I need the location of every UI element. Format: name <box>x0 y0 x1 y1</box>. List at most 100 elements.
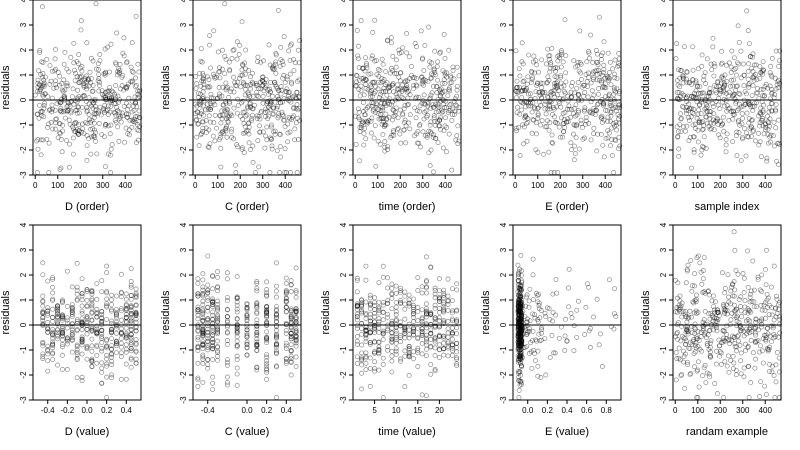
data-point <box>454 93 460 99</box>
data-point <box>695 359 701 365</box>
data-point <box>604 75 610 81</box>
data-point <box>402 120 408 125</box>
data-point <box>76 131 82 137</box>
data-point <box>203 117 209 123</box>
data-point <box>571 122 577 128</box>
data-point <box>91 100 97 106</box>
data-point <box>114 30 120 36</box>
x-axis-title: sample index <box>695 201 760 213</box>
data-point <box>359 76 365 81</box>
data-point <box>67 104 73 109</box>
data-point <box>767 70 773 76</box>
data-point <box>40 351 46 357</box>
x-tick-label: 200 <box>714 406 728 415</box>
data-point <box>295 137 301 142</box>
data-point <box>262 85 268 91</box>
data-point <box>96 110 102 116</box>
data-point <box>363 360 369 366</box>
data-point <box>227 89 233 95</box>
data-point <box>197 91 203 97</box>
data-point <box>257 123 262 129</box>
data-point <box>60 352 65 358</box>
data-point <box>113 100 118 106</box>
data-point <box>356 65 362 71</box>
data-point <box>449 298 455 304</box>
data-point <box>417 121 423 127</box>
data-point <box>98 112 104 118</box>
y-tick-label: -3 <box>499 396 508 404</box>
data-point <box>278 84 284 89</box>
data-point <box>524 120 529 126</box>
data-point <box>577 28 583 34</box>
data-point <box>437 118 443 123</box>
data-point <box>93 111 99 116</box>
data-point <box>546 149 552 155</box>
data-point <box>245 90 251 96</box>
data-point <box>516 395 522 400</box>
data-point <box>683 128 688 134</box>
data-point <box>74 260 80 266</box>
data-point <box>63 108 69 114</box>
data-point <box>456 108 462 114</box>
data-point <box>104 263 110 269</box>
data-point <box>40 260 46 266</box>
data-point <box>199 59 205 65</box>
y-axis-title: residuals <box>0 65 12 110</box>
data-point <box>116 113 122 119</box>
data-point <box>433 72 439 78</box>
data-point <box>76 131 82 137</box>
data-point <box>101 105 107 111</box>
data-point <box>72 129 78 134</box>
data-point <box>223 56 229 62</box>
data-point <box>710 35 716 41</box>
data-point <box>562 348 568 353</box>
data-point <box>38 137 44 143</box>
data-point <box>368 71 374 77</box>
data-point <box>272 128 278 134</box>
data-point <box>52 78 58 84</box>
data-point <box>673 350 679 356</box>
data-point <box>536 331 542 337</box>
data-point <box>105 103 111 109</box>
data-point <box>406 327 412 333</box>
data-point <box>380 274 386 280</box>
data-point <box>260 82 266 88</box>
data-point <box>123 376 129 382</box>
data-point <box>758 154 764 160</box>
data-point <box>685 262 691 268</box>
x-tick-label: 10 <box>392 406 401 415</box>
data-point <box>53 82 59 87</box>
y-tick-label: -3 <box>179 171 188 179</box>
data-point <box>517 73 523 79</box>
data-point <box>360 65 366 71</box>
data-point <box>591 92 597 98</box>
data-point <box>246 131 252 137</box>
data-point <box>125 81 131 87</box>
data-point <box>45 94 51 100</box>
data-point <box>548 170 554 175</box>
data-point <box>129 40 135 46</box>
data-point <box>243 47 249 53</box>
data-point <box>134 127 140 133</box>
data-point <box>514 128 519 134</box>
data-point <box>353 82 359 88</box>
data-point <box>363 299 369 305</box>
data-point <box>354 72 359 78</box>
data-point <box>725 272 731 278</box>
data-point <box>364 62 370 68</box>
data-point <box>288 372 294 378</box>
data-point <box>274 294 279 300</box>
data-point <box>731 55 737 61</box>
data-point <box>574 85 580 91</box>
data-point <box>362 112 368 118</box>
data-point <box>515 262 521 268</box>
data-point <box>735 271 741 277</box>
data-point <box>112 110 118 116</box>
data-point <box>422 102 428 108</box>
points <box>32 1 143 175</box>
data-point <box>68 110 74 116</box>
data-point <box>136 115 142 120</box>
data-point <box>432 69 438 75</box>
data-point <box>692 271 698 277</box>
